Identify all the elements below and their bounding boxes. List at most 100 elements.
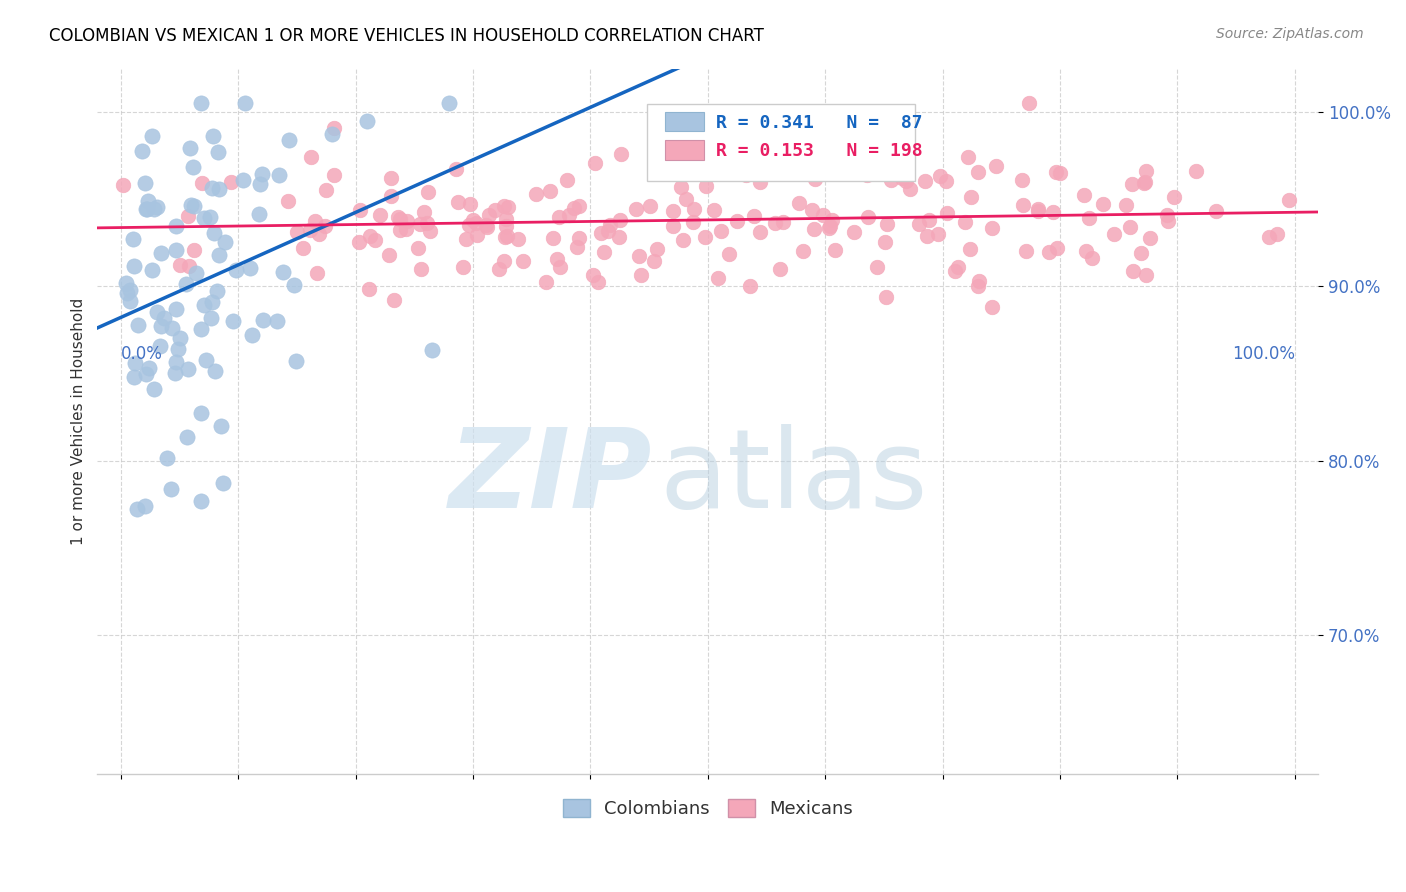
Point (787, 128, 810, 142)
Point (292, 241, 315, 255)
Point (1205, 204, 1227, 219)
Point (190, 406, 212, 420)
Point (387, 210, 409, 224)
Point (484, 203, 506, 218)
Point (541, 231, 564, 245)
Point (957, 150, 980, 164)
Point (190, 176, 212, 190)
Point (419, 224, 441, 238)
Point (959, 190, 981, 204)
Point (207, 145, 229, 160)
Point (508, 232, 530, 246)
Point (190, 494, 212, 508)
Point (818, 219, 841, 234)
Point (208, 182, 231, 196)
Point (593, 245, 616, 260)
Point (683, 202, 706, 216)
Point (800, 203, 823, 218)
Point (322, 168, 344, 182)
Point (792, 244, 814, 259)
Point (122, 232, 145, 246)
Point (703, 202, 725, 217)
Point (1012, 198, 1035, 212)
Point (475, 218, 498, 232)
Point (1011, 173, 1033, 187)
Point (179, 141, 201, 155)
Point (907, 218, 929, 232)
FancyBboxPatch shape (665, 112, 704, 131)
Point (763, 215, 786, 229)
Point (285, 225, 308, 239)
Point (630, 268, 652, 283)
Point (583, 155, 606, 169)
Point (221, 175, 243, 189)
Point (201, 181, 224, 195)
Point (124, 356, 146, 370)
Point (131, 144, 153, 158)
Point (876, 217, 898, 231)
Point (200, 310, 222, 325)
Point (285, 353, 308, 368)
Text: R = 0.341   N =  87: R = 0.341 N = 87 (717, 114, 922, 132)
Point (186, 266, 208, 280)
Point (194, 353, 217, 368)
Point (1135, 268, 1157, 282)
Point (115, 286, 138, 301)
Point (240, 327, 263, 342)
Point (1046, 241, 1069, 255)
Point (420, 343, 443, 358)
Point (266, 314, 288, 328)
Point (395, 221, 418, 235)
Point (411, 261, 433, 276)
Point (232, 173, 254, 187)
Point (271, 265, 294, 279)
Point (1129, 246, 1152, 260)
Point (183, 244, 205, 258)
Point (149, 339, 172, 353)
Point (305, 266, 328, 280)
Point (205, 285, 228, 299)
Point (208, 248, 231, 262)
Point (201, 295, 224, 310)
Point (866, 260, 889, 274)
Point (607, 230, 630, 244)
Point (136, 194, 159, 209)
Point (742, 209, 765, 223)
Point (269, 168, 291, 182)
Point (120, 283, 142, 297)
Point (160, 482, 183, 496)
Point (914, 174, 936, 188)
Point (138, 361, 160, 376)
Point (1102, 227, 1125, 241)
Point (804, 172, 827, 186)
Point (209, 419, 232, 434)
Point (808, 144, 831, 158)
Point (212, 475, 235, 490)
Point (682, 214, 704, 228)
Point (1121, 177, 1143, 191)
Point (200, 211, 222, 225)
Point (1042, 204, 1064, 219)
Point (1139, 231, 1161, 245)
Point (981, 220, 1004, 235)
Point (749, 175, 772, 189)
Point (149, 246, 172, 260)
Point (193, 298, 215, 312)
Point (568, 199, 591, 213)
Point (984, 159, 1007, 173)
Point (638, 199, 661, 213)
Point (314, 219, 336, 233)
Point (526, 186, 548, 201)
Point (1122, 264, 1144, 278)
Point (498, 200, 520, 214)
Point (359, 282, 381, 296)
Point (929, 169, 952, 183)
Point (536, 275, 558, 289)
Point (163, 366, 186, 380)
Point (458, 219, 481, 233)
Point (165, 219, 187, 234)
Point (135, 202, 157, 216)
Point (315, 182, 337, 196)
Point (547, 211, 569, 225)
Point (1118, 219, 1140, 234)
